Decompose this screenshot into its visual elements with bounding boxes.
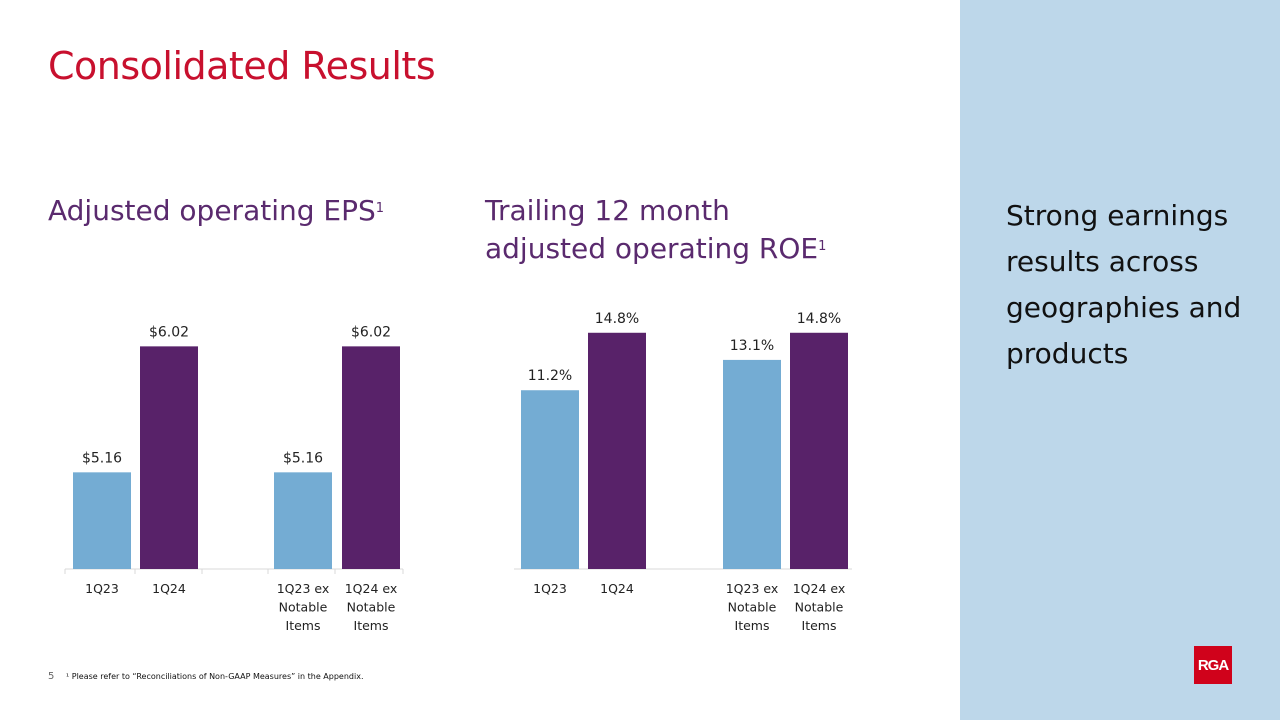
category-label: Notable [795, 600, 844, 615]
category-label: 1Q23 ex [277, 581, 330, 596]
bar-roe-2 [723, 359, 781, 569]
category-label: 1Q24 [152, 581, 186, 596]
page-title: Consolidated Results [48, 44, 436, 88]
side-panel: Strong earnings results across geographi… [960, 0, 1280, 720]
bar-roe-1 [588, 332, 646, 569]
bar-eps-3 [342, 346, 400, 569]
data-label: $5.16 [283, 450, 323, 466]
roe-title-line-2: adjusted operating ROE [485, 232, 819, 265]
roe-chart: 11.2% 1Q23 14.8% 1Q24 13.1% 1Q23 ex Notable Ite… [514, 311, 852, 633]
data-label: 11.2% [528, 368, 572, 384]
category-label: Notable [728, 600, 777, 615]
data-label: 14.8% [797, 311, 841, 327]
page-number: 5 [48, 671, 55, 682]
roe-chart-title: Trailing 12 month adjusted operating ROE… [485, 192, 826, 268]
category-label: 1Q24 ex [793, 581, 846, 596]
rga-logo: RGA [1194, 646, 1232, 684]
category-label: 1Q24 [600, 581, 634, 596]
category-label: 1Q24 ex [345, 581, 398, 596]
roe-title-line-1: Trailing 12 month [485, 194, 730, 227]
category-label: 1Q23 [533, 581, 567, 596]
data-label: $5.16 [82, 450, 122, 466]
bar-eps-1 [140, 346, 198, 569]
category-label: 1Q23 [85, 581, 119, 596]
bar-roe-0 [521, 390, 579, 569]
data-label: 14.8% [595, 311, 639, 327]
side-panel-text: Strong earnings results across geographi… [1006, 199, 1242, 370]
category-label: 1Q23 ex [726, 581, 779, 596]
eps-chart-title: Adjusted operating EPS1 [48, 192, 384, 230]
category-label: Items [354, 618, 389, 633]
data-label: 13.1% [730, 338, 774, 354]
category-label: Notable [279, 600, 328, 615]
data-label: $6.02 [149, 324, 189, 340]
roe-title-superscript: 1 [818, 239, 827, 254]
category-label: Notable [347, 600, 396, 615]
category-label: Items [802, 618, 837, 633]
bar-eps-0 [73, 472, 131, 569]
category-label: Items [286, 618, 321, 633]
category-label: Items [735, 618, 770, 633]
eps-title-superscript: 1 [375, 201, 385, 216]
bar-roe-3 [790, 332, 848, 569]
eps-title-line: Adjusted operating EPS [48, 194, 376, 227]
footnote: ¹ Please refer to “Reconciliations of No… [66, 672, 364, 681]
data-label: $6.02 [351, 324, 391, 340]
eps-chart: $5.16 1Q23 $6.02 1Q24 $5.16 1Q23 ex Notable Ite… [64, 324, 404, 633]
bar-eps-2 [274, 472, 332, 569]
